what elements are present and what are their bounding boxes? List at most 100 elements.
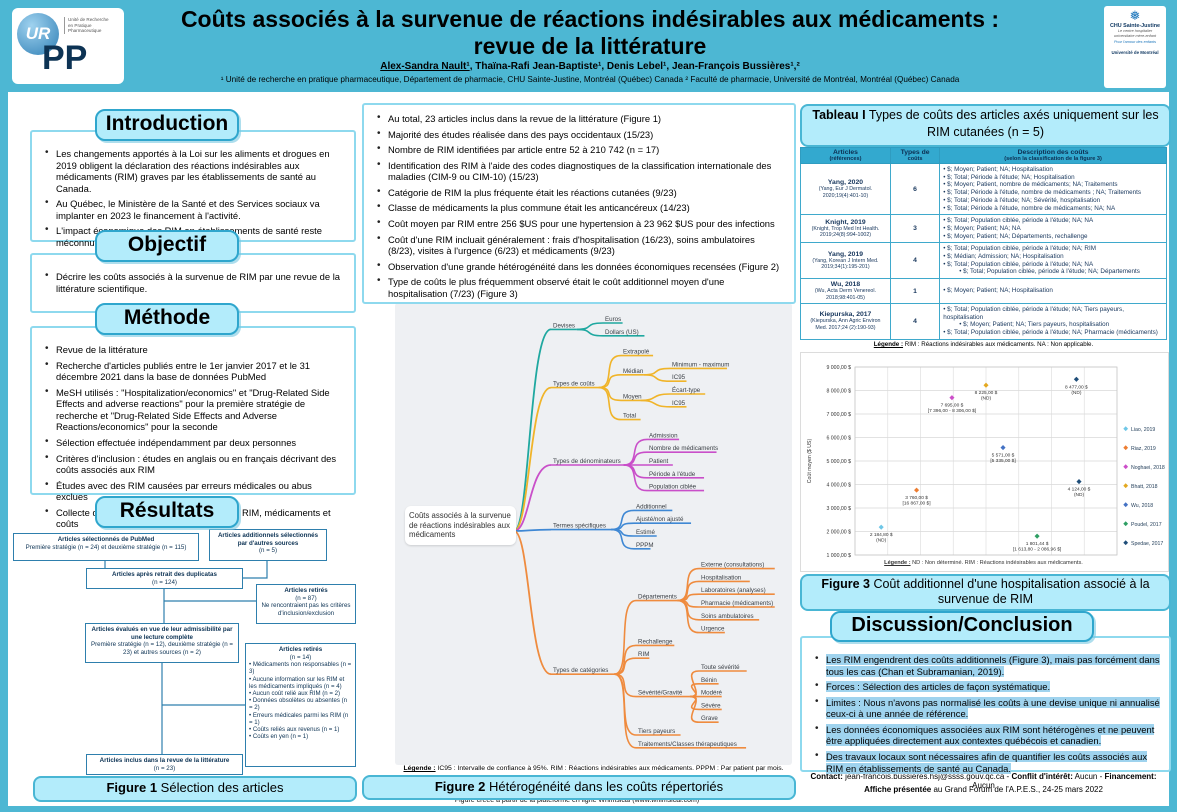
bullet-item: Type de coûts le plus fréquemment observ… [377,275,784,299]
mindmap-node-label: Hospitalisation [701,574,742,581]
data-point-label: 8 477,00 $ [1065,384,1088,390]
mindmap-node-label: Traitements/Classes thérapeutiques [638,741,737,748]
mindmap-node-label: Total [623,413,636,420]
y-axis-tick-label: 5 000,00 $ [826,459,851,465]
table-row: Knight, 2019 (Knight, Trop Med Int Health… [800,214,1167,244]
mindmap-node-label: Types de coûts [553,381,595,388]
urpp-logo: UR PP Unité de Recherche en Pratique Pha… [12,8,124,84]
poster-title-line1: Coûts associés à la survenue de réaction… [180,6,1000,32]
legend-item: Wu, 2018 [1131,503,1153,509]
data-point [1000,445,1006,451]
table1-title: Tableau I Types de coûts des articles ax… [800,104,1171,147]
mindmap-node-label: Minimum - maximum [672,361,729,368]
mindmap-node-label: Laboratoires (analyses) [701,587,766,594]
y-axis-tick-label: 9 000,00 $ [826,365,851,371]
section-tab-discussion: Discussion/Conclusion [830,611,1094,642]
mindmap-node-label: Moyen [623,393,642,400]
mindmap-node-label: IC95 [672,400,686,407]
flowchart-box: Articles après retrait des duplicatas (n … [86,568,243,590]
table-row: Wu, 2018 (Wu, Acta Derm Venereol. 2018;98… [800,278,1167,304]
flowchart-box: Articles inclus dans la revue de la litt… [86,754,243,776]
data-point [1076,479,1082,485]
mindmap-node-label: IC95 [672,374,686,381]
bullet-item: Des travaux locaux sont nécessaires afin… [815,750,1161,774]
data-point [949,395,955,401]
bullet-item: Recherche d'articles publiés entre le 1e… [45,359,346,383]
mindmap-node-label: Devises [553,322,575,329]
results-bullets: Au total, 23 articles inclus dans la rev… [364,105,794,299]
mindmap-node-label: Patient [649,458,669,465]
discussion-panel: Les RIM engendrent des coûts additionnel… [800,636,1171,774]
mindmap-node-label: RIM [638,651,649,658]
data-point-label: 1 801,44 $ [1026,541,1049,547]
bullet-item: Revue de la littérature [45,343,346,356]
mindmap-node-label: PPPM [636,542,654,549]
y-axis-tick-label: 3 000,00 $ [826,506,851,512]
bullet-item: Limites : Nous n'avons pas normalisé les… [815,696,1161,720]
figure2-mindmap: Devises Euros Dollars (US) Types de coûts Ex… [395,303,792,765]
data-point-sublabel: (ND) [1074,492,1085,498]
mindmap-node-label: Externe (consultations) [701,562,764,569]
table-row: Yang, 2019 (Yang, Korean J Intern Med. 20… [800,242,1167,280]
data-point-sublabel: [5 335,00 $] [990,458,1015,464]
y-axis-tick-label: 7 000,00 $ [826,412,851,418]
affiliations-line: ¹ Unité de recherche en pratique pharmac… [220,75,960,84]
data-point-label: 4 124,00 $ [1068,487,1091,493]
table1-legend: Légende : RIM : Réactions indésirables a… [873,341,1094,348]
flowchart-box: Articles retirés (n = 87) Ne rencontraient… [256,584,356,624]
mindmap-node-label: Modéré [701,690,723,697]
data-point [983,382,989,388]
figure3-legend-note: Légende : ND : Non déterminé. RIM : Réac… [884,560,1083,566]
legend-item: Noghaei, 2018 [1131,465,1165,471]
mindmap-node-label: Ajusté/non ajusté [636,516,684,523]
bullet-item: Les changements apportés à la Loi sur le… [45,147,346,194]
mindmap-node-label: Sévérité/Gravité [638,690,683,697]
table-row: Kiepurska, 2017 (Kiepurska, Ann Agric Env… [800,302,1167,340]
poster-title-line2: revue de la littérature [473,33,707,59]
mindmap-node-label: Pharmacie (médicaments) [701,600,773,607]
data-point-sublabel: (ND) [1071,390,1082,396]
figure3-caption: Figure 3 Coût additionnel d'une hospital… [800,574,1171,611]
introduction-panel: Les changements apportés à la Loi sur le… [30,130,356,248]
data-point [1073,376,1079,382]
data-point-label: 3 760,00 $ [905,495,928,501]
mindmap-node-label: Dollars (US) [605,329,639,336]
mindmap-node-label: Population ciblée [649,484,697,491]
data-point [1034,533,1040,539]
bullet-item: Majorité des études réalisée dans des pa… [377,128,784,141]
table-row: Yang, 2020 (Yang, Eur J Dermatol. 2020;19… [800,162,1167,216]
table1: Articles (références) Types de coûts Descrip… [800,147,1167,340]
mindmap-node-label: Extrapolé [623,349,650,356]
discussion-bullets: Les RIM engendrent des coûts additionnel… [802,638,1169,774]
data-point-sublabel: [7 396,00 - 8 306,00 $] [928,408,976,414]
y-axis-tick-label: 2 000,00 $ [826,530,851,536]
bullet-item: Décrire les coûts associés à la survenue… [45,270,346,294]
mindmap-node-label: Sévère [701,702,721,709]
mindmap-node-label: Additionnel [636,503,667,510]
bullet-item: Coût moyen par RIM entre 256 $US pour un… [377,217,784,230]
legend-item: Bhatt, 2018 [1131,484,1158,490]
bullet-item: Au total, 23 articles inclus dans la rev… [377,112,784,125]
flowchart-box: Articles additionnels sélectionnés par d… [209,529,327,561]
bullet-item: Critères d'inclusion : études en anglais… [45,451,346,476]
mindmap-node-label: Termes spécifiques [553,523,606,530]
mindmap-node-label: Départements [638,594,677,601]
data-point-sublabel: [1 613,80 - 2 086,96 $] [1013,547,1061,553]
legend-item: Poudel, 2017 [1131,522,1162,528]
mindmap-node-label: Période à l'étude [649,471,696,478]
data-point [878,524,884,530]
data-point [914,487,920,493]
mindmap-node-label: Soins ambulatoires [701,613,754,620]
y-axis-title: Coût moyen ($ US) [807,439,813,484]
bullet-item: Nombre de RIM identifiées par article en… [377,143,784,156]
data-point-sublabel: (ND) [876,538,887,544]
mindmap-node-label: Toute sévérité [701,664,740,671]
section-tab-objectif: Objectif [95,230,239,262]
table-header-cell: Description des coûts (selon la classific… [939,147,1167,164]
mindmap-node-label: Types de dénominateurs [553,458,621,465]
chu-flower-icon: ❅ [1129,8,1141,23]
mindmap-node-label: Bénin [701,677,717,684]
bullet-item: Les RIM engendrent des coûts additionnel… [815,653,1161,677]
bullet-item: Observation d'une grande hétérogénéité d… [377,260,784,273]
